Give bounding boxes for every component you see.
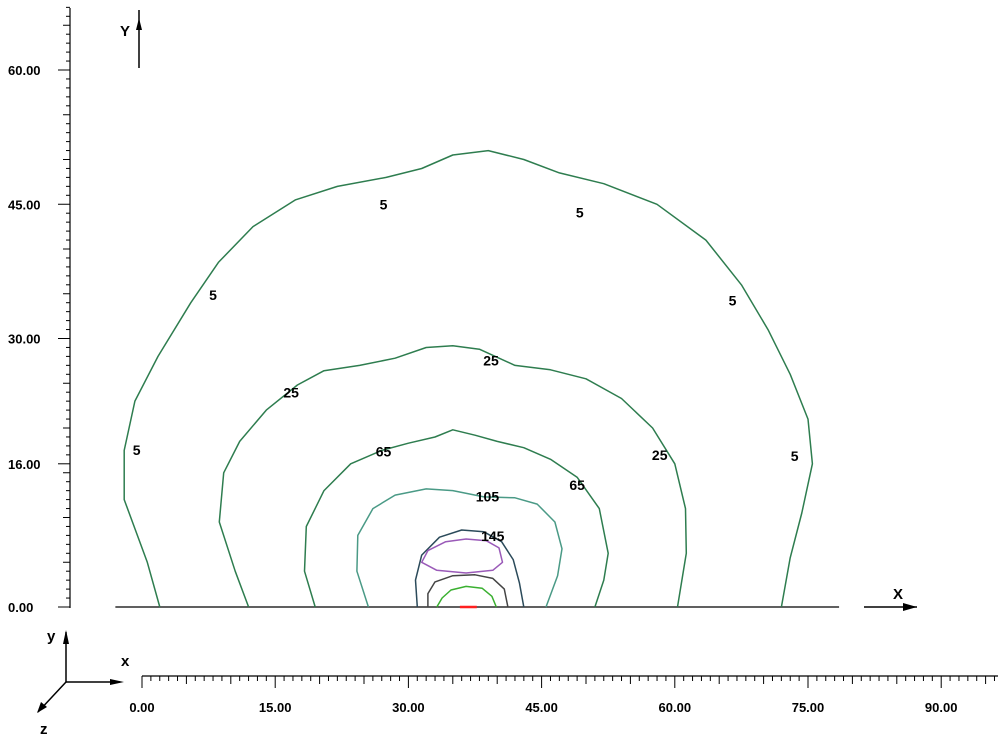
contour-label: 5: [380, 197, 388, 213]
contour-inner: [427, 574, 509, 608]
triad-y-arrow-icon: [63, 630, 69, 644]
contour-105: [356, 488, 563, 608]
contour-65: [303, 429, 609, 608]
triad-z-label: z: [40, 721, 48, 738]
contour-label: 65: [569, 477, 585, 493]
contour-label: 145: [481, 528, 505, 544]
y-tick-label: 0.00: [8, 600, 33, 615]
contour-5: [123, 149, 814, 608]
contour-labels: 5 5 5 5 5 5 25 25 25 65 65 105 145: [133, 197, 799, 544]
x-tick-label: 60.00: [659, 700, 692, 715]
contour-label: 105: [476, 488, 500, 504]
contour-25: [218, 344, 688, 608]
x-arrow-head-icon: [903, 603, 917, 611]
contour-label: 25: [652, 447, 668, 463]
x-arrow-label: X: [893, 586, 903, 603]
y-arrow-label: Y: [120, 23, 130, 40]
contour-label: 5: [791, 448, 799, 464]
triad-x-label: x: [121, 653, 130, 670]
y-arrow-head-icon: [136, 18, 142, 30]
triad-y-label: y: [47, 628, 56, 645]
x-tick-label: 75.00: [792, 700, 825, 715]
x-tick-label: 30.00: [392, 700, 425, 715]
y-tick-label: 16.00: [8, 457, 41, 472]
contour-label: 5: [729, 292, 737, 308]
contour-inner: [420, 538, 504, 574]
contour-lines: [123, 149, 814, 609]
x-tick-label: 0.00: [129, 700, 154, 715]
contour-label: 25: [483, 352, 499, 368]
contour-label: 5: [209, 287, 217, 303]
x-tick-label: 90.00: [925, 700, 958, 715]
x-tick-label: 15.00: [259, 700, 292, 715]
x-tick-label: 45.00: [525, 700, 558, 715]
y-tick-label: 45.00: [8, 197, 41, 212]
axis-triad: y x z: [37, 628, 130, 738]
y-tick-label: 30.00: [8, 332, 41, 347]
contour-label: 5: [576, 205, 584, 221]
axis-markers: Y X y x z: [37, 10, 917, 738]
contour-label: 65: [376, 444, 392, 460]
contour-label: 5: [133, 442, 141, 458]
contour-145: [414, 529, 525, 608]
axes-layer: 0.00 16.00 30.00 45.00 60.00 0.00 15.00 30.00 45…: [8, 6, 998, 715]
contour-label: 25: [283, 385, 299, 401]
triad-z-arrow-icon: [37, 702, 47, 713]
triad-x-arrow-icon: [110, 679, 124, 685]
y-tick-label: 60.00: [8, 63, 41, 78]
contour-inner: [436, 585, 497, 608]
